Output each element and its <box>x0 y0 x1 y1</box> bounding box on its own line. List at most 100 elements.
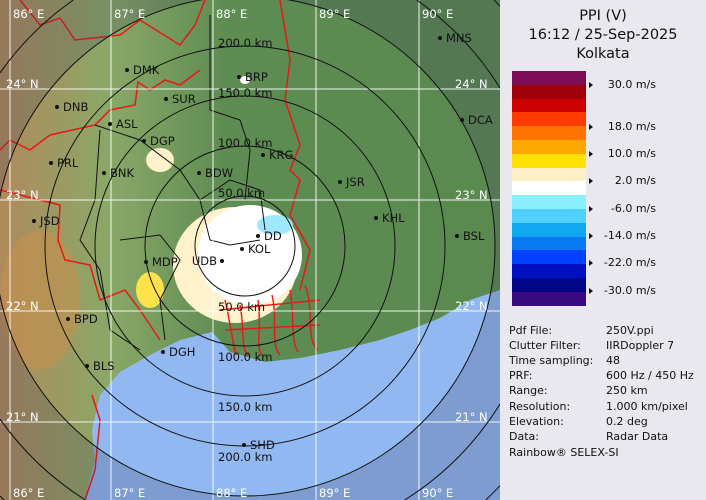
legend-tick: 18.0 m/s <box>589 120 656 133</box>
city-marker <box>220 259 224 263</box>
legend-color-band <box>512 264 586 279</box>
legend-color-band <box>512 140 586 154</box>
city-marker <box>237 75 241 79</box>
city-marker <box>455 234 459 238</box>
legend-color-band <box>512 278 586 292</box>
legend-tick: 30.0 m/s <box>589 78 656 91</box>
info-label: Resolution: <box>509 399 571 413</box>
city-label-dgp: DGP <box>150 134 175 148</box>
city-label-bsl: BSL <box>463 229 485 243</box>
city-marker <box>261 153 265 157</box>
city-marker <box>242 443 246 447</box>
info-value: 250V.ppi <box>606 324 654 337</box>
city-label-dd: DD <box>264 229 282 243</box>
legend-color-band <box>512 222 586 237</box>
city-label-brp: BRP <box>245 70 268 84</box>
city-marker <box>102 171 106 175</box>
tick-arrow-icon <box>589 82 593 88</box>
legend-color-band <box>512 126 586 141</box>
info-row: Data: Radar Data <box>509 429 668 443</box>
legend-tick: -30.0 m/s <box>589 284 656 297</box>
info-label: Range: <box>509 384 548 398</box>
info-label: Data: <box>509 429 539 443</box>
longitude-label: 87° E <box>114 7 145 21</box>
city-marker <box>374 216 378 220</box>
legend-tick-label: 2.0 m/s <box>614 174 656 187</box>
city-label-dca: DCA <box>468 113 493 127</box>
legend-tick-label: -6.0 m/s <box>610 202 656 215</box>
legend-color-band <box>512 167 586 182</box>
range-ring-label: 100.0 km <box>218 350 272 364</box>
info-value: 600 Hz / 450 Hz <box>606 369 694 383</box>
legend-color-band <box>512 153 586 168</box>
range-ring-label: 50.0 km <box>218 300 265 314</box>
range-ring-label: 50.0 km <box>218 186 265 200</box>
city-marker <box>161 350 165 354</box>
info-value: Radar Data <box>606 429 669 443</box>
datetime: 16:12 / 25-Sep-2025 <box>528 27 678 43</box>
credit: Rainbow® SELEX-SI <box>509 446 619 459</box>
city-marker <box>240 247 244 251</box>
city-label-jsd: JSD <box>39 214 60 228</box>
range-ring-300-arcs <box>0 0 500 500</box>
info-value: IIRDoppler 7 <box>606 339 675 353</box>
legend-tick-label: 30.0 m/s <box>607 78 656 91</box>
legend-tick-label: 10.0 m/s <box>607 147 656 160</box>
city-marker <box>32 219 36 223</box>
city-marker <box>55 105 59 109</box>
range-ring-label: 200.0 km <box>218 36 272 50</box>
city-label-bls: BLS <box>93 359 115 373</box>
range-ring-label: 200.0 km <box>218 450 272 464</box>
legend-tick-label: 18.0 m/s <box>607 120 656 133</box>
city-label-dgh: DGH <box>169 345 195 359</box>
tick-arrow-icon <box>589 178 593 184</box>
longitude-label: 87° E <box>114 486 145 500</box>
info-value: 1.000 km/pixel <box>606 399 688 413</box>
lat-lon-grid <box>0 0 500 500</box>
latitude-label: 23° N <box>6 188 39 202</box>
radar-echoes <box>136 76 302 323</box>
legend-color-band <box>512 98 586 113</box>
city-marker <box>338 180 342 184</box>
city-label-sur: SUR <box>172 92 196 106</box>
latitude-label: 21° N <box>455 410 488 424</box>
radar-map[interactable]: 50.0 km 50.0 km 100.0 km 100.0 km 150.0 km 15… <box>0 0 500 500</box>
city-marker <box>164 97 168 101</box>
info-row: Resolution: 1.000 km/pixel <box>509 399 688 413</box>
info-label: Time sampling: <box>509 354 594 368</box>
city-label-jsr: JSR <box>345 175 365 189</box>
city-label-asl: ASL <box>116 117 138 131</box>
city-label-shd: SHD <box>250 438 275 452</box>
info-label: Elevation: <box>509 414 564 428</box>
info-label: Clutter Filter: <box>509 339 581 353</box>
legend-color-band <box>512 112 586 127</box>
legend-color-band <box>512 209 586 223</box>
latitude-label: 21° N <box>6 410 39 424</box>
city-marker <box>49 161 53 165</box>
out-of-range-mask <box>0 0 500 500</box>
legend-tick: -14.0 m/s <box>589 229 656 242</box>
latitude-label: 24° N <box>455 77 488 91</box>
range-ring-label: 150.0 km <box>218 400 272 414</box>
city-marker <box>256 234 260 238</box>
info-value: 0.2 deg <box>606 414 648 428</box>
plateau <box>0 230 80 370</box>
city-label-mns: MNS <box>446 31 472 45</box>
legend-tick-label: -30.0 m/s <box>603 284 656 297</box>
tick-arrow-icon <box>589 288 593 294</box>
latitude-label: 23° N <box>455 188 488 202</box>
legend-tick: -6.0 m/s <box>589 202 656 215</box>
city-marker <box>125 68 129 72</box>
longitude-label: 86° E <box>13 486 44 500</box>
info-panel: PPI (V) 16:12 / 25-Sep-2025 Kolkata 30.0… <box>500 0 706 500</box>
info-label: PRF: <box>509 369 533 383</box>
legend-color-band <box>512 236 586 251</box>
product-title: PPI (V) <box>579 8 627 24</box>
legend-tick: 10.0 m/s <box>589 147 656 160</box>
tick-arrow-icon <box>589 124 593 130</box>
legend-tick: 2.0 m/s <box>589 174 656 187</box>
latitude-label: 22° N <box>455 299 488 313</box>
info-row: Elevation: 0.2 deg <box>509 414 648 428</box>
city-label-kol: KOL <box>248 242 271 256</box>
longitude-label: 88° E <box>216 486 247 500</box>
